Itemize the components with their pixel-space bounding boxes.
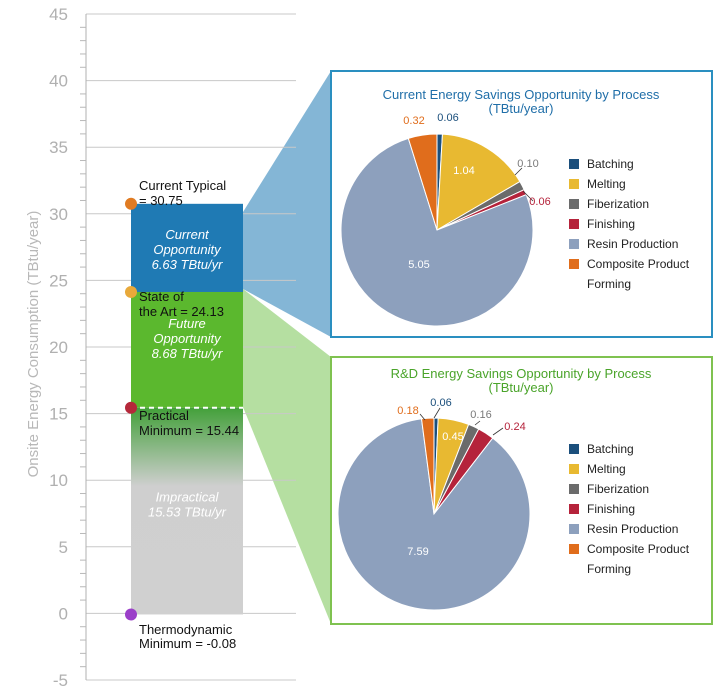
y-tick-label: 20 [49,338,68,357]
band-current [131,203,243,292]
pie-value-label: 7.59 [407,546,428,558]
legend-swatch [569,544,579,554]
legend-swatch [569,159,579,169]
pie-leader-line [419,413,426,421]
marker-label-state-of-art: the Art = 24.13 [139,304,224,319]
pie-leader-line [522,190,534,202]
y-tick-label: 35 [49,138,68,157]
legend-label: Composite Product [587,542,690,556]
marker-label-current-typical: Current Typical [139,178,226,193]
marker-label-practical-min: Practical [139,408,189,423]
y-tick-label: 10 [49,471,68,490]
legend-swatch [569,179,579,189]
y-tick-label: 30 [49,205,68,224]
pie-slice [407,133,438,231]
y-tick-label: 5 [59,538,68,557]
legend-swatch [569,199,579,209]
legend-swatch [569,504,579,514]
legend-label: Batching [587,157,634,171]
minor-ticks [80,26,86,668]
pie-value-label: 0.06 [529,196,550,208]
current-connector-wedge [243,71,331,337]
marker-label-practical-min: Minimum = 15.44 [139,423,239,438]
y-tick-label: 15 [49,405,68,424]
pie-slice [420,417,435,515]
legend-label: Fiberization [587,482,649,496]
band-label-impractical: Impractical [156,490,220,505]
band-label-future: Future [168,316,206,331]
legend-label: Fiberization [587,197,649,211]
pie-slice [436,133,521,231]
marker-label-thermo-min: Minimum = -0.08 [139,636,236,651]
legend-swatch [569,259,579,269]
legend-label: Finishing [587,502,635,516]
legend-label: Resin Production [587,522,678,536]
band-label-current: Current [165,227,210,242]
y-tick-label: 40 [49,72,68,91]
legend-label: Resin Production [587,237,678,251]
y-tick-label: 0 [59,604,68,623]
pie-leader-line [474,420,481,426]
band-impractical [131,407,243,615]
band-label-impractical: 15.53 TBtu/yr [148,505,227,520]
pie-value-label: 0.06 [430,397,451,409]
pie-value-label: 0.24 [504,421,525,433]
pie-value-label: 0.06 [437,112,458,124]
pie-leader-line [433,407,441,419]
y-tick-labels: -5 0 5 10 15 20 25 30 35 40 45 [49,5,68,690]
current-pie-panel: Current Energy Savings Opportunity by Pr… [340,87,690,327]
marker-thermo-min [125,608,137,621]
pie-value-label: 0.45 [442,431,463,443]
pie-value-label: 0.10 [517,158,538,170]
legend-swatch [569,444,579,454]
legend-swatch [569,484,579,494]
legend-swatch [569,219,579,229]
legend-label: Melting [587,177,626,191]
pie-leader-line [492,427,504,436]
band-future [131,291,243,408]
legend-label: Finishing [587,217,635,231]
band-label-future: Opportunity [153,331,222,346]
legend-label: Forming [587,277,631,291]
marker-practical-min [125,401,137,414]
marker-label-current-typical: = 30.75 [139,193,183,208]
future-connector-wedge [243,289,331,624]
pie-title: Current Energy Savings Opportunity by Pr… [383,87,660,102]
legend-label: Composite Product [587,257,690,271]
marker-state-of-art [125,285,137,298]
legend-swatch [569,464,579,474]
pie-value-label: 0.32 [403,115,424,127]
band-label-current: Opportunity [153,242,222,257]
band-label-current: 6.63 TBtu/yr [152,257,223,272]
pie-value-label: 0.18 [397,405,418,417]
legend-label: Forming [587,562,631,576]
band-label-future: 8.68 TBtu/yr [152,346,223,361]
legend-swatch [569,239,579,249]
y-tick-label: -5 [53,671,68,690]
pie-value-label: 1.04 [453,165,474,177]
pie-value-label: 0.16 [470,409,491,421]
marker-label-thermo-min: Thermodynamic [139,622,233,637]
pie-value-label: 5.05 [408,259,429,271]
pie-slice [337,418,531,611]
legend-label: Batching [587,442,634,456]
pie-title: R&D Energy Savings Opportunity by Proces… [391,366,652,381]
pie-subtitle: (TBtu/year) [488,380,553,395]
y-tick-label: 25 [49,271,68,290]
legend-label: Melting [587,462,626,476]
marker-label-state-of-art: State of [139,289,184,304]
rd-pie-panel: R&D Energy Savings Opportunity by Proces… [337,366,690,611]
pie-slice [340,137,534,327]
y-tick-label: 45 [49,5,68,24]
legend-swatch [569,524,579,534]
y-axis-label: Onsite Energy Consumption (TBtu/year) [25,211,42,478]
marker-current-typical [125,197,137,210]
pie-subtitle: (TBtu/year) [488,101,553,116]
pie-leader-line [514,167,523,176]
